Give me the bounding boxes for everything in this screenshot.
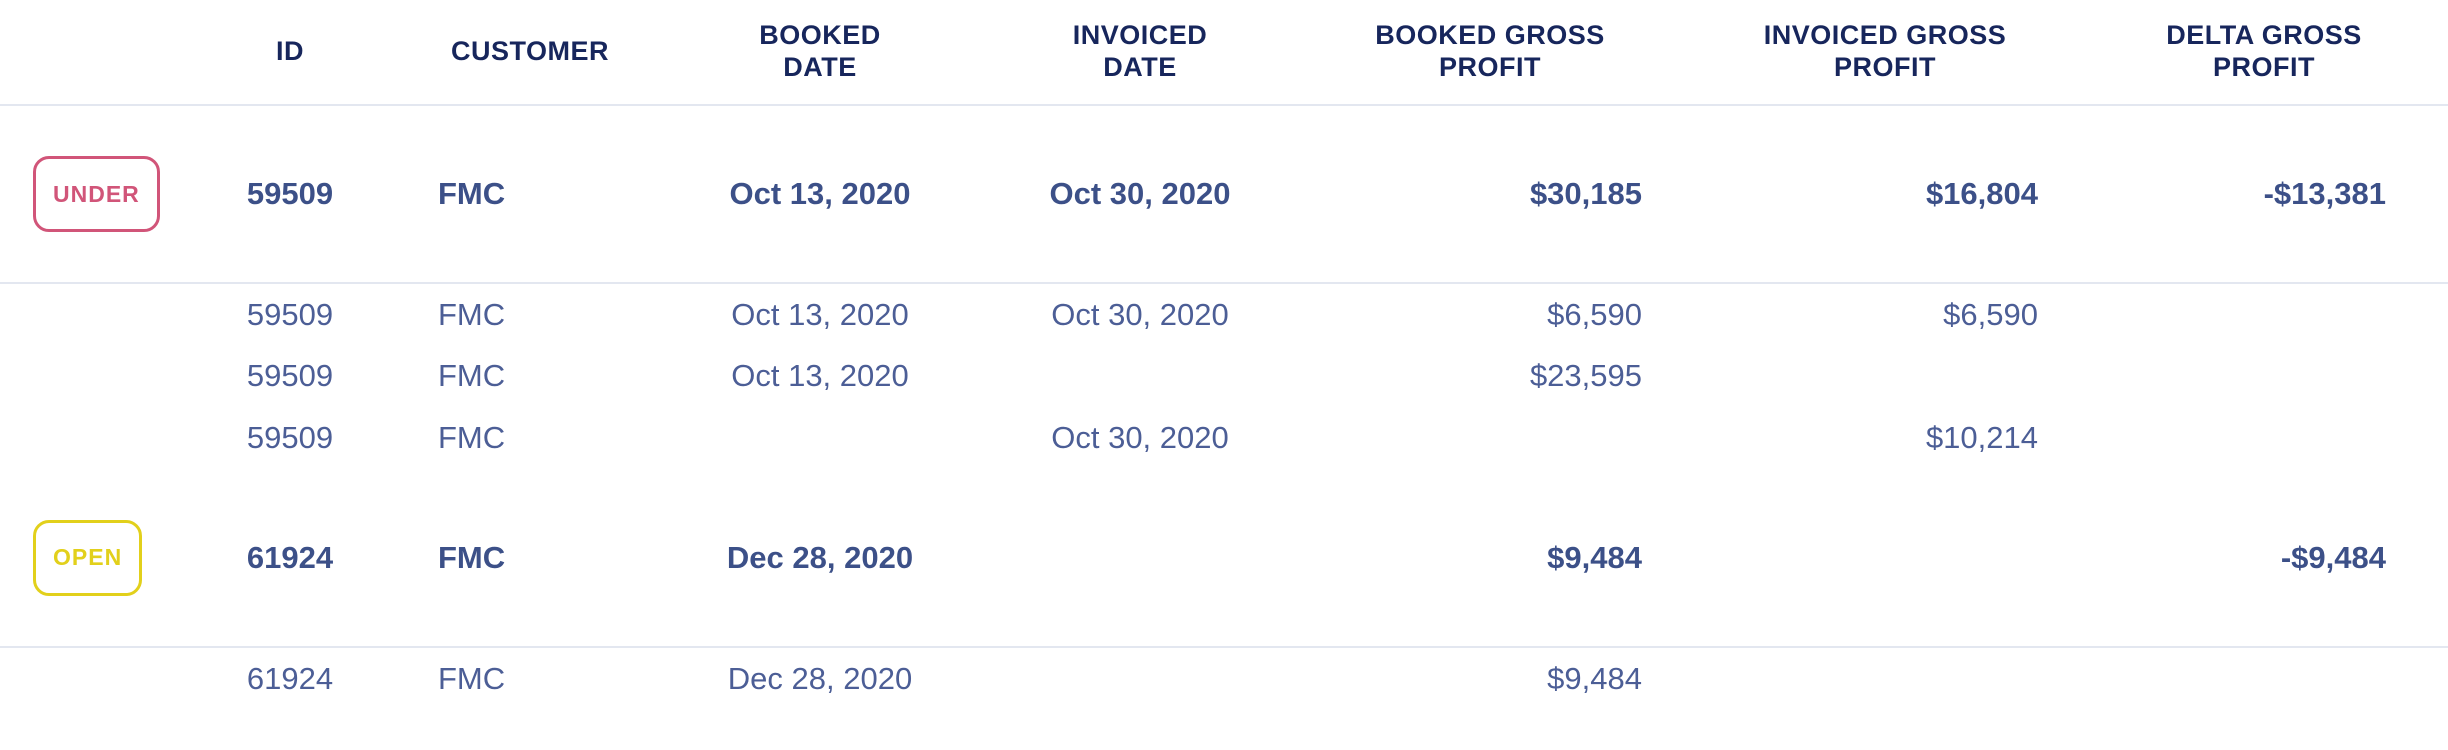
- cell-customer: FMC: [438, 660, 506, 696]
- status-cell: [0, 283, 170, 345]
- status-badge-under: UNDER: [33, 156, 160, 232]
- header-id: ID: [276, 36, 304, 67]
- cell-invoiced-gross-profit: [1690, 469, 2080, 647]
- cell-delta-gross-profit: [2080, 283, 2448, 345]
- header-badge-spacer: [0, 0, 170, 105]
- cell-booked-gross-profit: $9,484: [1547, 660, 1642, 696]
- cell-invoiced-date: Oct 30, 2020: [1051, 420, 1229, 455]
- cell-invoiced-date: [990, 469, 1290, 647]
- cell-booked-date: Oct 13, 2020: [731, 296, 909, 332]
- cell-invoiced-date: Oct 30, 2020: [1049, 176, 1231, 211]
- status-badge-open: OPEN: [33, 519, 143, 596]
- cell-id: 59509: [246, 358, 334, 393]
- cell-booked-gross-profit: [1290, 407, 1690, 469]
- cell-invoiced-gross-profit: $16,804: [1925, 176, 2038, 211]
- cell-delta-gross-profit: [2080, 345, 2448, 407]
- cell-invoiced-date: [990, 647, 1290, 709]
- cell-delta-gross-profit: -$9,484: [2280, 539, 2386, 575]
- header-customer: CUSTOMER: [450, 36, 609, 67]
- cell-customer: FMC: [438, 296, 506, 332]
- detail-row: 61924 FMC Dec 28, 2020 $9,484: [0, 647, 2448, 709]
- cell-booked-gross-profit: $30,185: [1529, 176, 1642, 211]
- header-booked-gross-profit: BOOKED GROSS PROFIT: [1375, 20, 1605, 82]
- cell-id: 59509: [246, 420, 334, 455]
- header-invoiced-gross-profit: INVOICED GROSS PROFIT: [1763, 20, 2007, 82]
- group-summary-row[interactable]: OPEN 61924 FMC Dec 28, 2020 $9,484 -$9,4…: [0, 469, 2448, 647]
- header-booked-date: BOOKED DATE: [759, 20, 881, 82]
- header-invoiced-date: INVOICED DATE: [1072, 20, 1208, 82]
- cell-customer: FMC: [438, 176, 506, 211]
- table-header: ID CUSTOMER BOOKED DATE INVOICED DATE BO…: [0, 0, 2448, 105]
- cell-id: 59509: [246, 296, 334, 332]
- cell-customer: FMC: [438, 420, 506, 455]
- cell-invoiced-gross-profit: [1690, 647, 2080, 709]
- cell-invoiced-date: Oct 30, 2020: [1051, 296, 1229, 332]
- header-delta-gross-profit: DELTA GROSS PROFIT: [2166, 20, 2362, 82]
- cell-booked-gross-profit: $23,595: [1529, 358, 1642, 393]
- detail-row: 59509 FMC Oct 13, 2020 $23,595: [0, 345, 2448, 407]
- status-cell: UNDER: [0, 105, 170, 283]
- status-cell: OPEN: [0, 469, 170, 647]
- cell-id: 59509: [246, 176, 334, 211]
- cell-booked-date: [650, 407, 990, 469]
- cell-booked-gross-profit: $9,484: [1547, 539, 1642, 575]
- cell-id: 61924: [246, 539, 334, 575]
- cell-delta-gross-profit: [2080, 407, 2448, 469]
- cell-booked-gross-profit: $6,590: [1547, 296, 1642, 332]
- status-cell: [0, 345, 170, 407]
- cell-invoiced-gross-profit: [1690, 345, 2080, 407]
- cell-id: 61924: [246, 660, 334, 696]
- cell-invoiced-gross-profit: $6,590: [1943, 296, 2038, 332]
- cell-booked-date: Oct 13, 2020: [731, 358, 909, 393]
- cell-booked-date: Dec 28, 2020: [726, 539, 914, 575]
- cell-booked-date: Dec 28, 2020: [727, 660, 913, 696]
- detail-row: 59509 FMC Oct 13, 2020 Oct 30, 2020 $6,5…: [0, 283, 2448, 345]
- cell-booked-date: Oct 13, 2020: [729, 176, 911, 211]
- status-cell: [0, 407, 170, 469]
- cell-customer: FMC: [438, 539, 506, 575]
- detail-row: 59509 FMC Oct 30, 2020 $10,214: [0, 407, 2448, 469]
- cell-invoiced-date: [990, 345, 1290, 407]
- cell-delta-gross-profit: [2080, 647, 2448, 709]
- group-summary-row[interactable]: UNDER 59509 FMC Oct 13, 2020 Oct 30, 202…: [0, 105, 2448, 283]
- cell-delta-gross-profit: -$13,381: [2263, 176, 2386, 211]
- cell-customer: FMC: [438, 358, 506, 393]
- gross-profit-table: ID CUSTOMER BOOKED DATE INVOICED DATE BO…: [0, 0, 2448, 709]
- cell-invoiced-gross-profit: $10,214: [1925, 420, 2038, 455]
- status-cell: [0, 647, 170, 709]
- header-row: ID CUSTOMER BOOKED DATE INVOICED DATE BO…: [0, 0, 2448, 105]
